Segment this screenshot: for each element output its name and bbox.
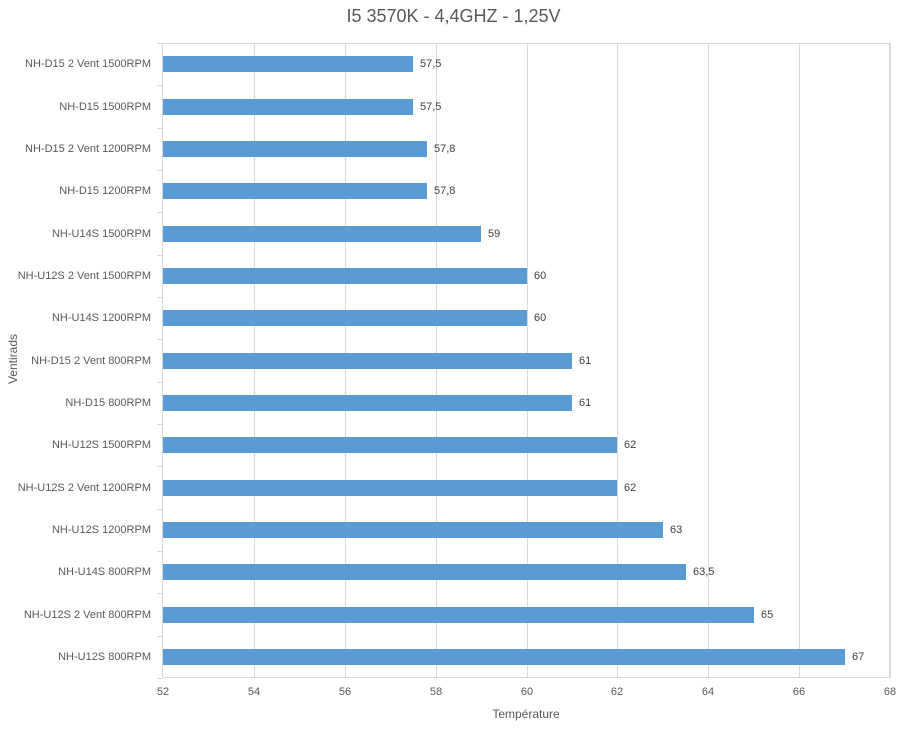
x-tick-label: 62	[610, 686, 624, 698]
bar-value-label: 57,8	[434, 185, 456, 197]
category-label: NH-D15 1500RPM	[59, 101, 151, 113]
y-tick	[157, 85, 162, 86]
category-label: NH-U12S 1200RPM	[51, 524, 151, 536]
y-tick	[157, 297, 162, 298]
category-label: NH-D15 800RPM	[65, 397, 151, 409]
bar-value-label: 60	[534, 312, 547, 324]
bar	[163, 141, 427, 157]
bar-value-label: 62	[624, 482, 637, 494]
bar	[163, 437, 617, 453]
y-tick	[157, 678, 162, 679]
bar-value-label: 59	[488, 228, 501, 240]
bar-value-label: 61	[579, 355, 592, 367]
y-tick	[157, 636, 162, 637]
x-tick-label: 64	[701, 686, 715, 698]
bar-value-label: 57,5	[420, 58, 442, 70]
category-label: NH-U12S 2 Vent 1200RPM	[17, 482, 151, 494]
bar-value-label: 57,8	[434, 143, 456, 155]
bar	[163, 607, 754, 623]
bar	[163, 395, 572, 411]
bar-value-label: 67	[852, 651, 865, 663]
bar-value-label: 65	[761, 609, 774, 621]
category-label: NH-D15 2 Vent 1200RPM	[25, 143, 151, 155]
bar	[163, 564, 686, 580]
bar	[163, 99, 413, 115]
category-label: NH-U12S 2 Vent 800RPM	[23, 609, 151, 621]
x-axis-title: Température	[492, 707, 560, 721]
bar-value-label: 60	[534, 270, 547, 282]
bar	[163, 353, 572, 369]
y-tick	[157, 43, 162, 44]
x-tick-label: 56	[338, 686, 352, 698]
x-tick-label: 66	[792, 686, 806, 698]
x-tick-label: 68	[883, 686, 897, 698]
category-label: NH-D15 2 Vent 800RPM	[31, 355, 151, 367]
bar	[163, 56, 413, 72]
y-tick	[157, 466, 162, 467]
y-tick	[157, 339, 162, 340]
x-tick-label: 52	[156, 686, 170, 698]
chart-title: I5 3570K - 4,4GHZ - 1,25V	[346, 6, 561, 26]
y-tick	[157, 509, 162, 510]
gridline	[617, 43, 618, 678]
y-tick	[157, 255, 162, 256]
plot-area	[163, 43, 890, 678]
category-label: NH-U12S 800RPM	[58, 651, 151, 663]
bar	[163, 310, 527, 326]
gridline	[708, 43, 709, 678]
y-tick	[157, 170, 162, 171]
x-tick-label: 60	[520, 686, 534, 698]
category-label: NH-U14S 800RPM	[58, 566, 151, 578]
y-axis-line	[162, 43, 163, 678]
bar	[163, 226, 481, 242]
bar	[163, 649, 845, 665]
bar	[163, 268, 527, 284]
category-label: NH-U12S 2 Vent 1500RPM	[17, 270, 151, 282]
y-tick	[157, 424, 162, 425]
x-tick-label: 58	[429, 686, 443, 698]
bar	[163, 522, 663, 538]
y-tick	[157, 382, 162, 383]
bar	[163, 183, 427, 199]
y-tick	[157, 593, 162, 594]
bar	[163, 480, 617, 496]
bar-value-label: 62	[624, 439, 637, 451]
gridline	[799, 43, 800, 678]
category-label: NH-D15 1200RPM	[59, 185, 151, 197]
x-axis-line	[162, 677, 890, 678]
category-label: NH-U14S 1500RPM	[51, 228, 151, 240]
bar-value-label: 63,5	[693, 566, 715, 578]
category-label: NH-D15 2 Vent 1500RPM	[25, 58, 151, 70]
y-axis-title: Ventirads	[6, 333, 20, 385]
y-tick	[157, 212, 162, 213]
bar-value-label: 63	[670, 524, 683, 536]
bar-value-label: 57,5	[420, 101, 442, 113]
gridline	[890, 43, 891, 678]
y-tick	[157, 128, 162, 129]
category-label: NH-U12S 1500RPM	[51, 439, 151, 451]
category-label: NH-U14S 1200RPM	[51, 312, 151, 324]
y-tick	[157, 551, 162, 552]
x-tick-label: 54	[247, 686, 261, 698]
bar-value-label: 61	[579, 397, 592, 409]
